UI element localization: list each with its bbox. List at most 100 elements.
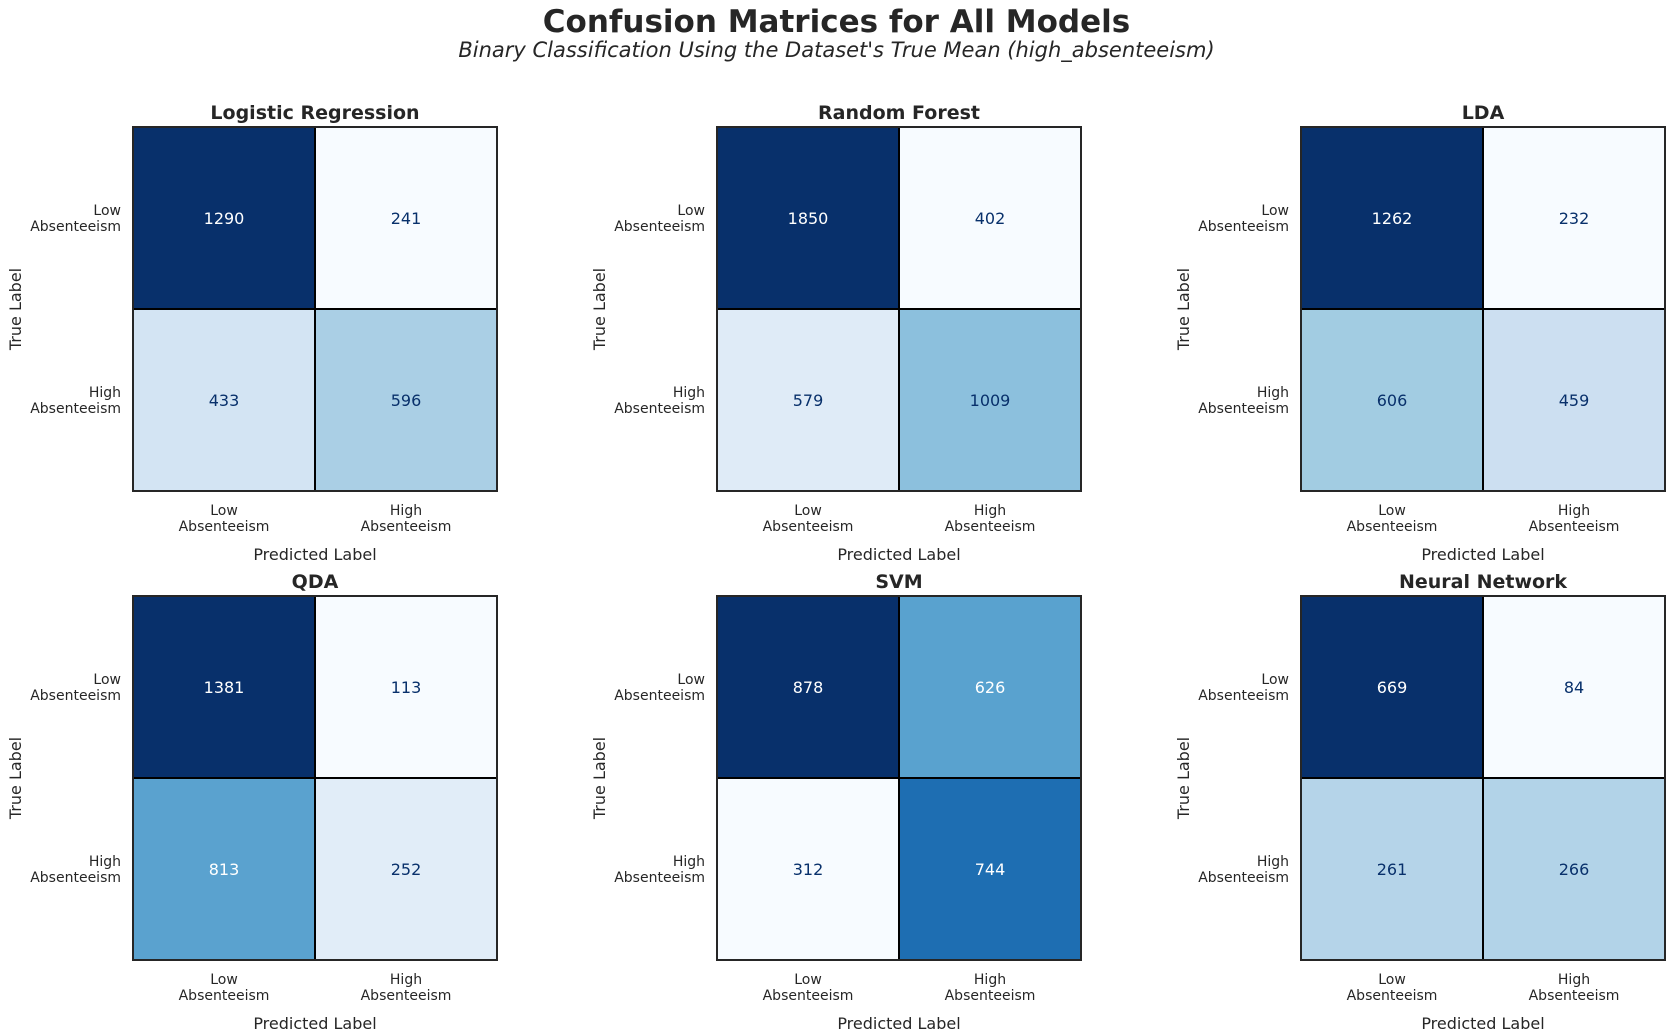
svm-xlabel: Predicted Label: [837, 1014, 960, 1032]
qda-cell-1-1: [314, 777, 498, 961]
qda-cell-0-0: [132, 595, 316, 779]
random-forest-cell-0-1: [898, 126, 1082, 310]
neural-network-cell-value-0-0: 669: [1377, 678, 1408, 697]
logistic-regression-xtick-0-line1: Absenteeism: [179, 519, 270, 535]
logistic-regression-ytick-0-line0: Low: [93, 203, 121, 219]
qda-cell-value-1-0: 813: [209, 860, 240, 879]
logistic-regression-ytick-1-line0: High: [89, 385, 121, 401]
logistic-regression-ylabel: True Label: [6, 268, 25, 351]
svm-cell-value-1-0: 312: [793, 860, 824, 879]
svm-xtick-1-line0: High: [974, 972, 1006, 988]
qda-xtick-0-line0: Low: [210, 972, 238, 988]
logistic-regression-cell-value-1-0: 433: [209, 391, 240, 410]
lda-ytick-0-line0: Low: [1261, 203, 1289, 219]
neural-network-ytick-0-line1: Absenteeism: [1198, 688, 1289, 704]
qda-cell-value-1-1: 252: [391, 860, 422, 879]
lda-ytick-0-line1: Absenteeism: [1198, 219, 1289, 235]
qda-cell-value-0-1: 113: [391, 678, 422, 697]
lda-xlabel: Predicted Label: [1421, 545, 1544, 564]
svm-cell-0-1: [898, 595, 1082, 779]
neural-network-cell-value-1-0: 261: [1377, 860, 1408, 879]
figure-subtitle: Binary Classification Using the Dataset'…: [458, 38, 1215, 62]
svm-cell-1-0: [716, 777, 900, 961]
qda-ytick-0-line1: Absenteeism: [30, 688, 121, 704]
logistic-regression-cell-value-1-1: 596: [391, 391, 422, 410]
neural-network-cell-value-1-1: 266: [1559, 860, 1590, 879]
random-forest-ytick-1-line0: High: [673, 385, 705, 401]
random-forest-cell-value-0-1: 402: [975, 209, 1006, 228]
figure-title: Confusion Matrices for All Models: [542, 4, 1131, 40]
neural-network-cell-value-0-1: 84: [1564, 678, 1584, 697]
lda-cell-value-1-1: 459: [1559, 391, 1590, 410]
random-forest-xlabel: Predicted Label: [837, 545, 960, 564]
neural-network-ylabel: True Label: [1174, 737, 1193, 820]
random-forest-cell-value-0-0: 1850: [788, 209, 829, 228]
svm-ytick-1-line1: Absenteeism: [614, 870, 705, 886]
qda-ytick-1-line1: Absenteeism: [30, 870, 121, 886]
qda-ytick-0-line0: Low: [93, 672, 121, 688]
neural-network-frame: [1300, 595, 1666, 961]
random-forest-xtick-0-line1: Absenteeism: [763, 519, 854, 535]
qda-ylabel: True Label: [6, 737, 25, 820]
lda-xtick-0-line0: Low: [1378, 503, 1406, 519]
lda-ytick-1-line1: Absenteeism: [1198, 401, 1289, 417]
svm-ytick-1-line0: High: [673, 854, 705, 870]
random-forest-ytick-0-line0: Low: [677, 203, 705, 219]
logistic-regression-frame: [132, 126, 498, 492]
random-forest-xtick-1-line1: Absenteeism: [945, 519, 1036, 535]
svm-cell-value-0-0: 878: [793, 678, 824, 697]
random-forest-cell-value-1-0: 579: [793, 391, 824, 410]
lda-frame: [1300, 126, 1666, 492]
svm-cell-value-1-1: 744: [975, 860, 1006, 879]
svm-ytick-0-line1: Absenteeism: [614, 688, 705, 704]
neural-network-ytick-1-line1: Absenteeism: [1198, 870, 1289, 886]
random-forest-cell-value-1-1: 1009: [970, 391, 1011, 410]
random-forest-ytick-1-line1: Absenteeism: [614, 401, 705, 417]
svm-frame: [716, 595, 1082, 961]
lda-ytick-1-line0: High: [1257, 385, 1289, 401]
svm-ylabel: True Label: [590, 737, 609, 820]
neural-network-ytick-0-line0: Low: [1261, 672, 1289, 688]
neural-network-cell-1-1: [1482, 777, 1666, 961]
logistic-regression-cell-1-1: [314, 308, 498, 492]
logistic-regression-ytick-1-line1: Absenteeism: [30, 401, 121, 417]
lda-cell-1-1: [1482, 308, 1666, 492]
svm-cell-0-0: [716, 595, 900, 779]
logistic-regression-xtick-1-line0: High: [390, 503, 422, 519]
random-forest-title: Random Forest: [818, 102, 980, 124]
neural-network-xlabel: Predicted Label: [1421, 1014, 1544, 1032]
logistic-regression-xlabel: Predicted Label: [253, 545, 376, 564]
lda-cell-value-0-0: 1262: [1372, 209, 1413, 228]
random-forest-xtick-1-line0: High: [974, 503, 1006, 519]
neural-network-xtick-0-line1: Absenteeism: [1347, 988, 1438, 1004]
logistic-regression-cell-value-0-1: 241: [391, 209, 422, 228]
random-forest-frame: [716, 126, 1082, 492]
svm-xtick-1-line1: Absenteeism: [945, 988, 1036, 1004]
qda-cell-value-0-0: 1381: [204, 678, 245, 697]
neural-network-cell-0-1: [1482, 595, 1666, 779]
lda-xtick-1-line0: High: [1558, 503, 1590, 519]
qda-title: QDA: [292, 571, 339, 593]
logistic-regression-ytick-0-line1: Absenteeism: [30, 219, 121, 235]
neural-network-xtick-1-line0: High: [1558, 972, 1590, 988]
neural-network-xtick-0-line0: Low: [1378, 972, 1406, 988]
random-forest-ytick-0-line1: Absenteeism: [614, 219, 705, 235]
neural-network-ytick-1-line0: High: [1257, 854, 1289, 870]
logistic-regression-cell-value-0-0: 1290: [204, 209, 245, 228]
lda-cell-0-1: [1482, 126, 1666, 310]
lda-xtick-0-line1: Absenteeism: [1347, 519, 1438, 535]
qda-xtick-1-line1: Absenteeism: [361, 988, 452, 1004]
lda-cell-value-1-0: 606: [1377, 391, 1408, 410]
neural-network-xtick-1-line1: Absenteeism: [1529, 988, 1620, 1004]
qda-xtick-1-line0: High: [390, 972, 422, 988]
qda-cell-1-0: [132, 777, 316, 961]
qda-frame: [132, 595, 498, 961]
neural-network-title: Neural Network: [1399, 571, 1567, 593]
random-forest-cell-1-1: [898, 308, 1082, 492]
lda-ylabel: True Label: [1174, 268, 1193, 351]
svm-xtick-0-line0: Low: [794, 972, 822, 988]
qda-xlabel: Predicted Label: [253, 1014, 376, 1032]
neural-network-cell-1-0: [1300, 777, 1484, 961]
random-forest-ylabel: True Label: [590, 268, 609, 351]
